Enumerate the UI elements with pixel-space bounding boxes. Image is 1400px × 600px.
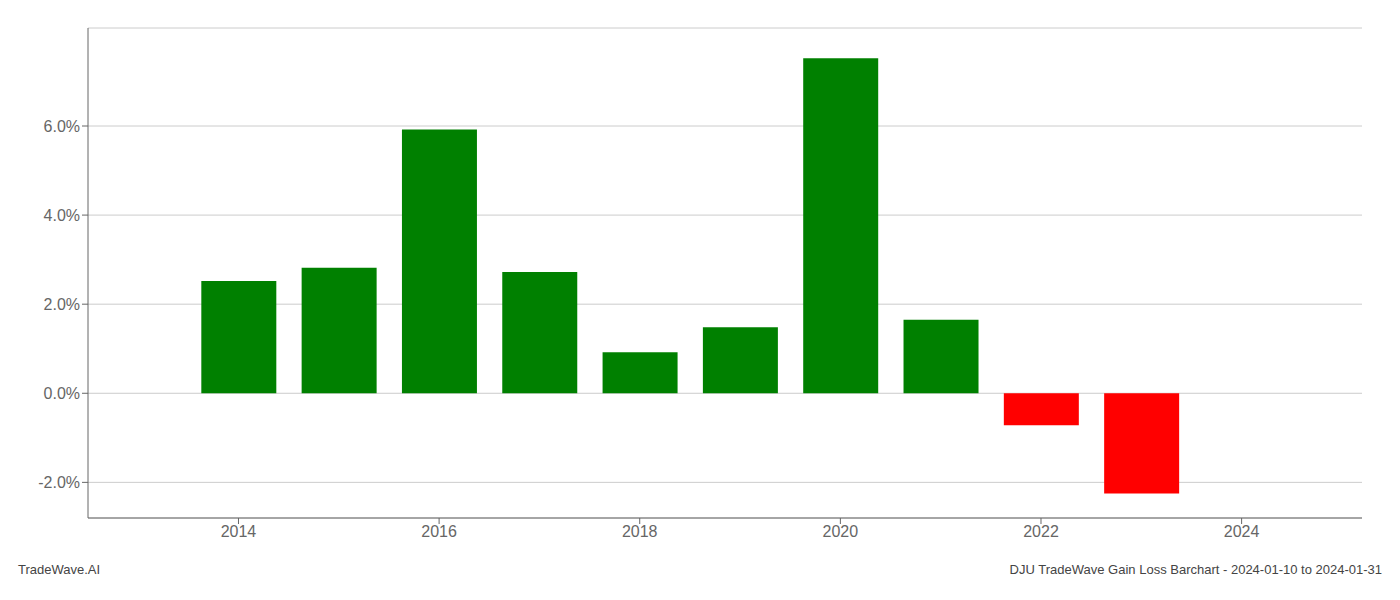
svg-text:2.0%: 2.0% <box>44 296 80 313</box>
svg-text:4.0%: 4.0% <box>44 207 80 224</box>
svg-text:-2.0%: -2.0% <box>38 474 80 491</box>
svg-text:2016: 2016 <box>421 523 457 540</box>
svg-text:6.0%: 6.0% <box>44 118 80 135</box>
svg-text:2014: 2014 <box>221 523 257 540</box>
svg-text:0.0%: 0.0% <box>44 385 80 402</box>
svg-text:2018: 2018 <box>622 523 658 540</box>
html-text:DJU TradeWave Gain Loss Barcha: DJU TradeWave Gain Loss Barchart - 2024-… <box>1009 562 1382 577</box>
html-text:TradeWave.AI: TradeWave.AI <box>18 562 101 577</box>
svg-text:2024: 2024 <box>1224 523 1260 540</box>
svg-text:2020: 2020 <box>823 523 859 540</box>
svg-text:2022: 2022 <box>1023 523 1059 540</box>
